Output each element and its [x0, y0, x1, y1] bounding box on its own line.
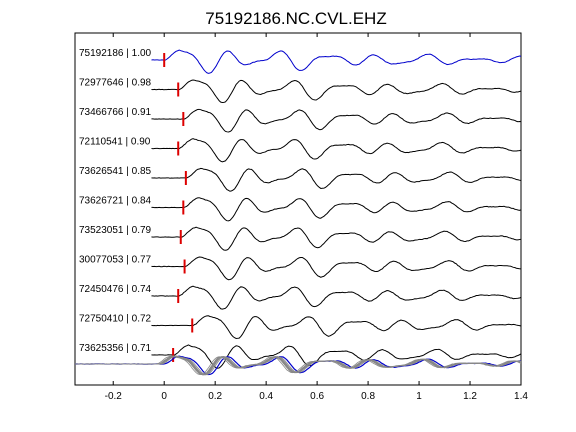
trace-line-1 — [151, 79, 522, 103]
x-tick-label-0: -0.2 — [105, 391, 123, 402]
x-tick-label-7: 1.2 — [463, 391, 477, 402]
trace-label-6: 73523051 | 0.79 — [79, 225, 152, 236]
x-tick-label-1: 0 — [161, 391, 167, 402]
trace-line-6 — [151, 226, 522, 251]
x-axis: -0.2 0 0.2 0.4 0.6 0.8 1 1.2 1.4 — [105, 33, 528, 402]
trace-label-0: 75192186 | 1.00 — [79, 48, 152, 59]
trace-label-8: 72450476 | 0.74 — [79, 284, 152, 295]
trace-line-8 — [151, 285, 522, 310]
overlay-line-10 — [74, 355, 522, 376]
plot-area — [74, 32, 522, 386]
trace-line-7 — [151, 256, 522, 281]
trace-line-0 — [151, 49, 522, 74]
x-tick-label-2: 0.2 — [208, 391, 222, 402]
trace-line-3 — [151, 138, 522, 163]
x-tick-label-4: 0.6 — [310, 391, 324, 402]
x-tick-label-3: 0.4 — [259, 391, 273, 402]
trace-line-9 — [151, 315, 522, 340]
chart-title: 75192186.NC.CVL.EHZ — [205, 9, 386, 28]
labels-group: 75192186 | 1.00 72977646 | 0.98 73466766 |… — [79, 48, 152, 354]
x-tick-label-5: 0.8 — [361, 391, 375, 402]
trace-label-3: 72110541 | 0.90 — [79, 137, 151, 148]
trace-label-4: 73626541 | 0.85 — [79, 166, 152, 177]
trace-label-5: 73626721 | 0.84 — [79, 196, 152, 207]
overlay-group — [74, 355, 522, 376]
trace-label-2: 73466766 | 0.91 — [79, 107, 152, 118]
trace-label-9: 72750410 | 0.72 — [79, 314, 152, 325]
trace-line-5 — [151, 197, 522, 222]
trace-label-7: 30077053 | 0.77 — [79, 255, 152, 266]
x-tick-label-8: 1.4 — [514, 391, 528, 402]
trace-line-4 — [151, 167, 522, 192]
x-tick-label-6: 1 — [416, 391, 422, 402]
trace-label-1: 72977646 | 0.98 — [79, 78, 152, 89]
trace-label-10: 73625356 | 0.71 — [79, 343, 152, 354]
trace-line-2 — [151, 108, 522, 133]
picks-group — [163, 53, 194, 362]
